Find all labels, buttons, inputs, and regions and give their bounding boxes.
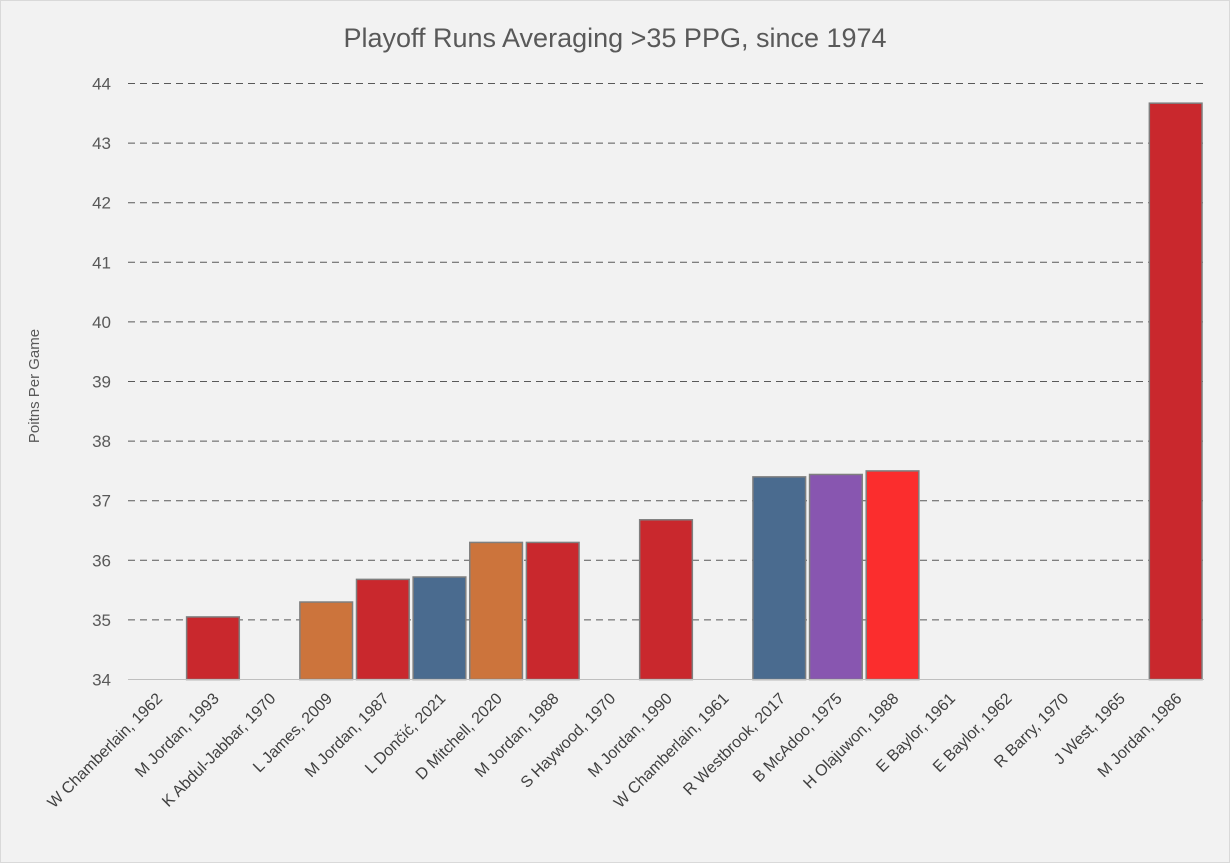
bar [865, 470, 920, 681]
y-tick-label: 36 [92, 551, 111, 570]
y-axis-ticks: 34 35 36 37 38 39 40 41 42 43 44 [92, 75, 111, 690]
x-tick-label: S Haywood, 1970 [518, 690, 619, 791]
x-tick-label: K Abdul-Jabbar, 1970 [159, 690, 279, 810]
bar [525, 541, 580, 681]
x-tick-label: W Chamberlain, 1962 [45, 690, 167, 812]
bar [185, 616, 241, 681]
bar [299, 601, 354, 681]
y-tick-label: 37 [92, 492, 111, 511]
bar [1148, 102, 1203, 681]
chart-title: Playoff Runs Averaging >35 PPG, since 19… [343, 23, 886, 53]
x-tick-label: R Westbrook, 2017 [680, 690, 789, 799]
bar [638, 519, 694, 681]
y-tick-label: 41 [92, 253, 111, 272]
y-tick-label: 35 [92, 611, 111, 630]
y-tick-label: 40 [92, 313, 111, 332]
y-tick-label: 44 [92, 75, 111, 94]
y-tick-label: 38 [92, 432, 111, 451]
bar [469, 541, 524, 681]
bar [752, 476, 807, 681]
y-tick-label: 42 [92, 194, 111, 213]
bars [185, 102, 1203, 681]
bar [808, 473, 863, 681]
y-axis-label: Poitns Per Game [26, 329, 43, 443]
y-tick-label: 34 [92, 671, 111, 690]
x-tick-label: W Chamberlain, 1961 [611, 690, 733, 812]
y-tick-label: 39 [92, 373, 111, 392]
bar [355, 578, 410, 681]
y-tick-label: 43 [92, 134, 111, 153]
x-tick-label: H Olajuwon, 1988 [800, 690, 902, 792]
bar [412, 576, 467, 681]
